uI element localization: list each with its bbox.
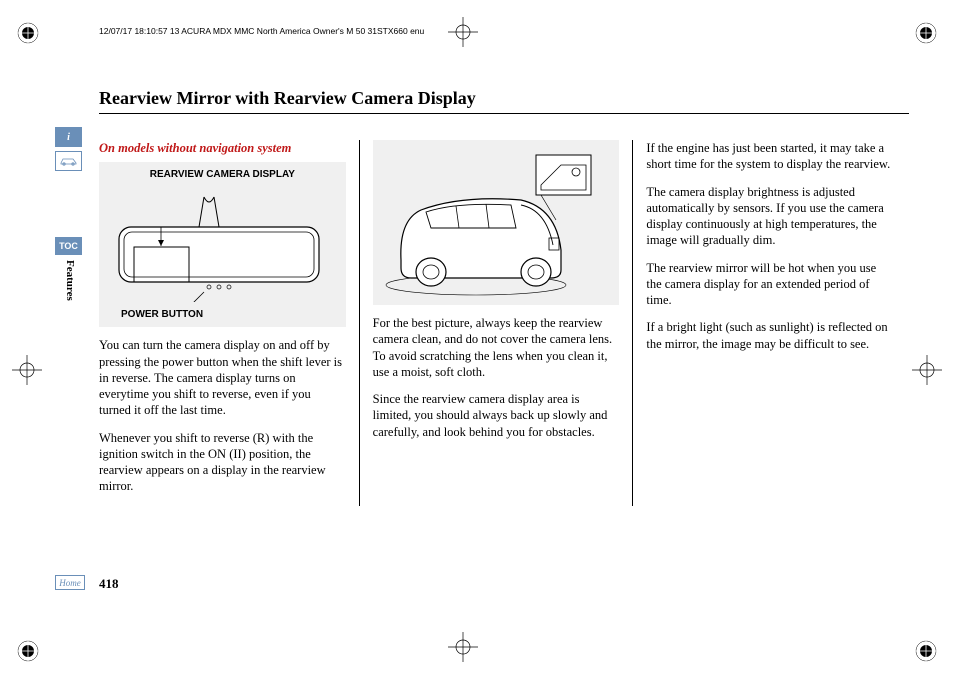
toc-button[interactable]: TOC [55, 237, 82, 255]
body-text: For the best picture, always keep the re… [373, 315, 620, 380]
info-icon[interactable]: i [55, 127, 82, 147]
body-text: The rearview mirror will be hot when you… [646, 260, 893, 309]
mirror-figure: REARVIEW CAMERA DISPLAY [99, 162, 346, 327]
page-title: Rearview Mirror with Rearview Camera Dis… [99, 88, 909, 114]
crop-mark-icon [448, 632, 478, 667]
body-text: If a bright light (such as sunlight) is … [646, 319, 893, 352]
crop-mark-icon [12, 355, 42, 390]
body-text: The camera display brightness is adjuste… [646, 184, 893, 249]
page-number: 418 [99, 576, 119, 592]
registration-mark-icon [914, 21, 938, 45]
body-text: Whenever you shift to reverse (R) with t… [99, 430, 346, 495]
body-text: You can turn the camera display on and o… [99, 337, 346, 418]
model-subtitle: On models without navigation system [99, 140, 346, 156]
figure-label-top: REARVIEW CAMERA DISPLAY [99, 168, 346, 181]
registration-mark-icon [914, 639, 938, 663]
car-outline-icon[interactable] [55, 151, 82, 171]
crop-mark-icon [912, 355, 942, 390]
body-text: If the engine has just been started, it … [646, 140, 893, 173]
column-3: If the engine has just been started, it … [633, 140, 909, 506]
registration-mark-icon [16, 21, 40, 45]
body-text: Since the rearview camera display area i… [373, 391, 620, 440]
print-header-info: 12/07/17 18:10:57 13 ACURA MDX MMC North… [99, 26, 424, 36]
column-1: On models without navigation system REAR… [99, 140, 360, 506]
car-figure [373, 140, 620, 305]
figure-label-bottom: POWER BUTTON [121, 308, 203, 321]
registration-mark-icon [16, 639, 40, 663]
section-tab-label: Features [64, 260, 76, 301]
home-button[interactable]: Home [55, 575, 85, 590]
column-2: For the best picture, always keep the re… [360, 140, 634, 506]
crop-mark-icon [448, 17, 478, 52]
